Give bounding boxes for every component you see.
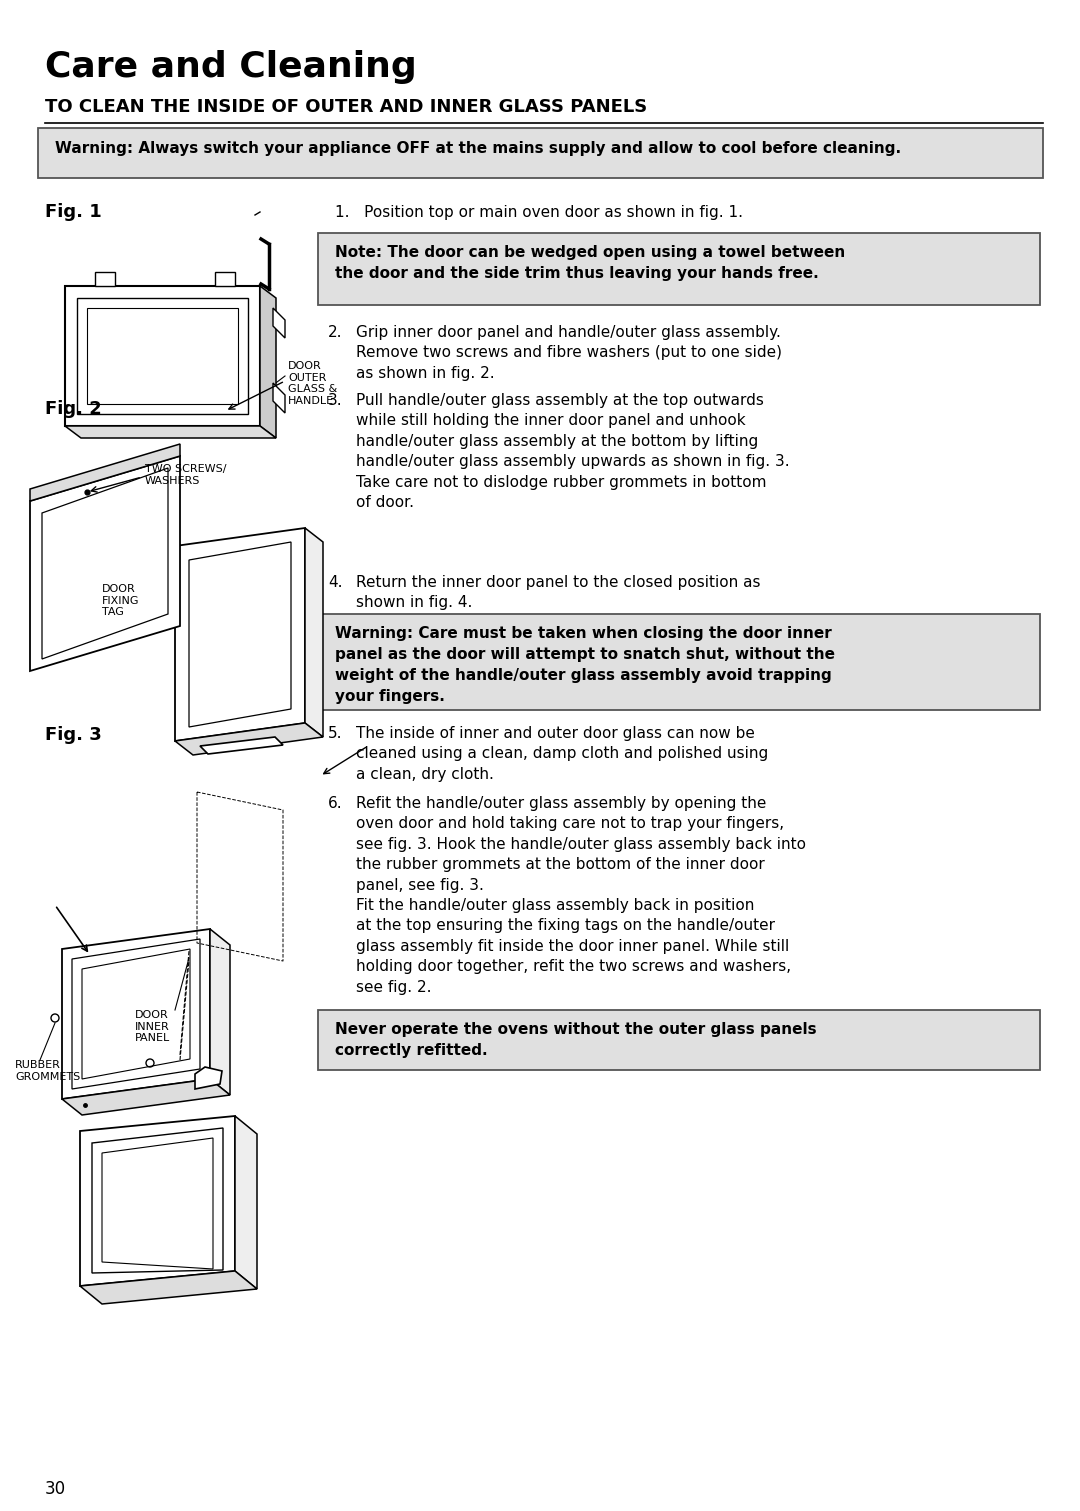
- Polygon shape: [260, 286, 276, 438]
- Polygon shape: [87, 308, 238, 403]
- Text: Fig. 1: Fig. 1: [45, 202, 102, 221]
- Polygon shape: [62, 929, 210, 1098]
- Text: Warning: Always switch your appliance OFF at the mains supply and allow to cool : Warning: Always switch your appliance OF…: [55, 141, 901, 156]
- Polygon shape: [305, 527, 323, 737]
- Polygon shape: [210, 929, 230, 1095]
- Polygon shape: [77, 298, 248, 414]
- Text: Fig. 2: Fig. 2: [45, 400, 102, 419]
- Polygon shape: [92, 1129, 222, 1272]
- Text: Pull handle/outer glass assembly at the top outwards
while still holding the inn: Pull handle/outer glass assembly at the …: [356, 393, 789, 511]
- Text: Never operate the ovens without the outer glass panels
correctly refitted.: Never operate the ovens without the oute…: [335, 1021, 816, 1058]
- Polygon shape: [175, 722, 323, 756]
- Polygon shape: [82, 949, 190, 1079]
- Polygon shape: [273, 308, 285, 338]
- Text: 30: 30: [45, 1479, 66, 1497]
- Text: DOOR
OUTER
GLASS &
HANDLE: DOOR OUTER GLASS & HANDLE: [288, 361, 337, 406]
- Text: 5.: 5.: [328, 725, 342, 740]
- Polygon shape: [235, 1117, 257, 1289]
- Polygon shape: [65, 286, 260, 426]
- Text: Grip inner door panel and handle/outer glass assembly.
Remove two screws and fib: Grip inner door panel and handle/outer g…: [356, 325, 782, 381]
- Polygon shape: [195, 1067, 222, 1089]
- Polygon shape: [102, 1138, 213, 1269]
- Polygon shape: [80, 1271, 257, 1304]
- Text: 1.   Position top or main oven door as shown in fig. 1.: 1. Position top or main oven door as sho…: [335, 205, 743, 221]
- Text: The inside of inner and outer door glass can now be
cleaned using a clean, damp : The inside of inner and outer door glass…: [356, 725, 768, 781]
- Polygon shape: [42, 468, 168, 659]
- Text: RUBBER
GROMMETS: RUBBER GROMMETS: [15, 1061, 80, 1082]
- Text: Fig. 3: Fig. 3: [45, 725, 102, 743]
- Bar: [318, 233, 1040, 305]
- Bar: [318, 1009, 1040, 1070]
- Polygon shape: [175, 527, 305, 740]
- Text: Note: The door can be wedged open using a towel between
the door and the side tr: Note: The door can be wedged open using …: [335, 245, 846, 281]
- Polygon shape: [273, 382, 285, 413]
- Text: DOOR
FIXING
TAG: DOOR FIXING TAG: [102, 583, 139, 616]
- Polygon shape: [200, 737, 283, 754]
- Text: 3.: 3.: [328, 393, 342, 408]
- Polygon shape: [80, 1117, 235, 1286]
- Text: Return the inner door panel to the closed position as
shown in fig. 4.: Return the inner door panel to the close…: [356, 576, 760, 610]
- Bar: [318, 613, 1040, 710]
- Polygon shape: [30, 456, 180, 671]
- Text: 2.: 2.: [328, 325, 342, 340]
- Text: TWO SCREWS/
WASHERS: TWO SCREWS/ WASHERS: [145, 464, 227, 485]
- Polygon shape: [215, 272, 235, 286]
- Polygon shape: [72, 938, 200, 1089]
- Text: 4.: 4.: [328, 576, 342, 589]
- Text: Care and Cleaning: Care and Cleaning: [45, 50, 417, 85]
- Polygon shape: [95, 272, 114, 286]
- Polygon shape: [65, 426, 276, 438]
- Polygon shape: [189, 542, 291, 727]
- Text: TO CLEAN THE INSIDE OF OUTER AND INNER GLASS PANELS: TO CLEAN THE INSIDE OF OUTER AND INNER G…: [45, 98, 647, 116]
- Polygon shape: [30, 444, 180, 502]
- Bar: [38, 128, 1043, 178]
- Text: Refit the handle/outer glass assembly by opening the
oven door and hold taking c: Refit the handle/outer glass assembly by…: [356, 796, 806, 994]
- Text: DOOR
INNER
PANEL: DOOR INNER PANEL: [135, 1009, 171, 1043]
- Text: 6.: 6.: [328, 796, 342, 811]
- Polygon shape: [62, 1079, 230, 1115]
- Text: Warning: Care must be taken when closing the door inner
panel as the door will a: Warning: Care must be taken when closing…: [335, 626, 835, 704]
